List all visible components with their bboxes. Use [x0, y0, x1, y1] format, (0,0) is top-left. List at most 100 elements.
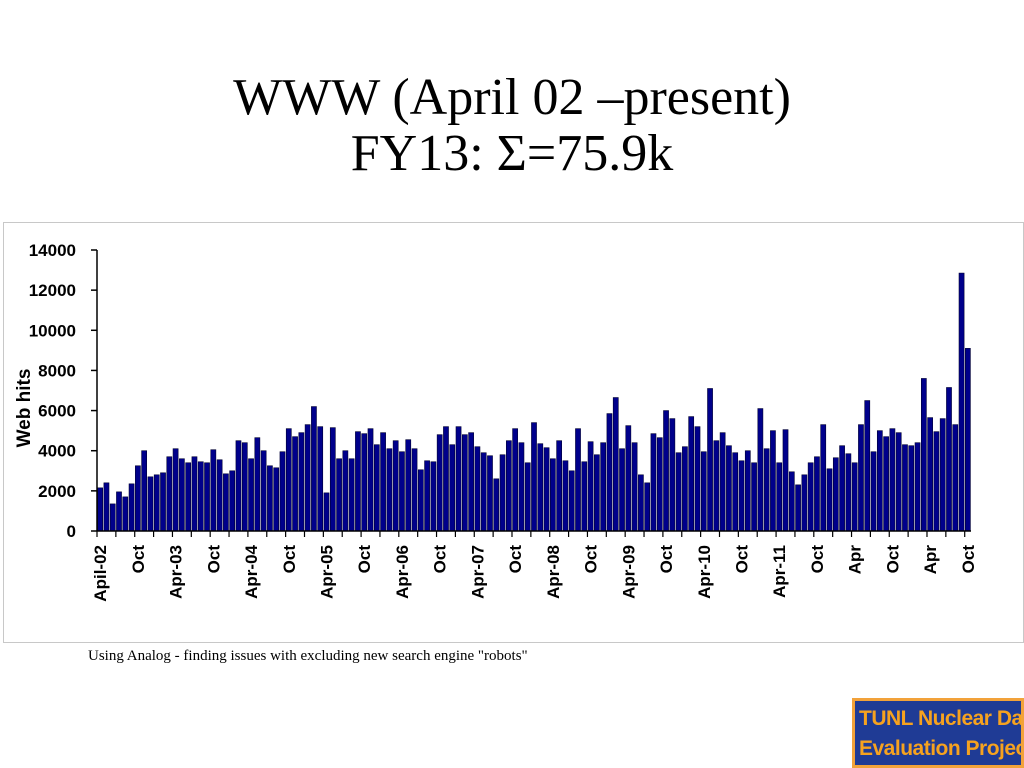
- bar-85: [631, 442, 638, 532]
- bar-81: [606, 413, 613, 532]
- bar-125: [883, 436, 889, 532]
- x-tick-label-21: Oct: [883, 545, 902, 574]
- bar-39: [342, 450, 349, 532]
- bar-101: [732, 452, 739, 532]
- bar-40: [348, 458, 355, 532]
- bar-37: [329, 427, 336, 532]
- bar-8: [147, 476, 154, 532]
- bar-38: [336, 458, 342, 532]
- bar-series: [97, 272, 971, 532]
- bar-75: [568, 470, 575, 532]
- bar-114: [814, 456, 820, 532]
- x-tick-label-0: Apil-02: [91, 545, 110, 602]
- y-axis-label: Web hits: [14, 369, 35, 448]
- bar-16: [197, 461, 204, 532]
- y-tick-label-2: 4000: [38, 442, 76, 461]
- bar-95: [694, 426, 701, 532]
- bar-107: [770, 430, 776, 532]
- bar-122: [864, 400, 871, 532]
- bar-134: [939, 418, 946, 532]
- bar-5: [128, 483, 135, 532]
- tunl-logo: TUNL Nuclear Data Evaluation Project: [852, 698, 1024, 768]
- bar-70: [537, 443, 544, 532]
- bar-88: [650, 433, 657, 532]
- bar-62: [487, 455, 493, 532]
- bar-106: [763, 448, 770, 532]
- bar-128: [902, 444, 908, 532]
- bar-66: [512, 428, 518, 532]
- bar-22: [235, 440, 242, 532]
- bar-19: [216, 459, 223, 532]
- bar-83: [619, 448, 625, 532]
- bar-87: [644, 482, 651, 532]
- bar-76: [575, 428, 581, 532]
- bar-41: [355, 431, 361, 532]
- bar-59: [468, 432, 474, 532]
- x-tick-label-6: Apr-05: [318, 545, 337, 599]
- bar-57: [455, 426, 462, 532]
- bar-72: [550, 458, 556, 532]
- x-tick-label-8: Apr-06: [393, 545, 412, 599]
- bar-109: [782, 429, 789, 532]
- bar-105: [757, 408, 764, 532]
- bar-79: [594, 454, 600, 532]
- bar-28: [273, 467, 280, 532]
- bar-104: [751, 462, 757, 532]
- bar-123: [870, 451, 877, 532]
- bar-100: [726, 445, 732, 532]
- bar-127: [895, 432, 902, 532]
- bar-33: [304, 424, 311, 532]
- bar-86: [638, 474, 644, 532]
- x-tick-label-7: Oct: [355, 545, 374, 574]
- bar-32: [298, 432, 305, 532]
- bar-61: [480, 452, 487, 532]
- bar-0: [97, 487, 103, 532]
- bar-98: [713, 440, 720, 532]
- slide-title: WWW (April 02 –present) FY13: Σ=75.9k: [0, 70, 1024, 182]
- bar-58: [461, 434, 468, 532]
- bar-68: [524, 462, 531, 532]
- bar-43: [367, 428, 374, 532]
- bar-96: [700, 451, 707, 532]
- bar-1: [103, 482, 110, 532]
- logo-line1: TUNL Nuclear Data: [859, 707, 1024, 730]
- y-tick-label-7: 14000: [29, 241, 76, 260]
- bar-108: [776, 462, 783, 532]
- bar-82: [612, 397, 619, 532]
- bar-34: [311, 406, 317, 532]
- y-tick-label-6: 12000: [29, 281, 76, 300]
- bar-132: [927, 417, 933, 532]
- x-tick-label-16: Apr-10: [695, 545, 714, 599]
- bar-77: [581, 461, 588, 532]
- bar-130: [914, 442, 921, 532]
- bar-135: [946, 387, 952, 532]
- bar-47: [392, 440, 399, 532]
- bar-29: [279, 451, 286, 532]
- bar-7: [141, 450, 148, 532]
- x-tick-label-23: Oct: [959, 545, 978, 574]
- bar-137: [958, 272, 965, 532]
- bar-54: [436, 434, 443, 532]
- x-tick-label-9: Oct: [431, 545, 450, 574]
- bar-10: [160, 472, 166, 532]
- x-tick-label-22: Apr: [921, 545, 940, 575]
- bar-73: [556, 440, 562, 532]
- bar-74: [562, 460, 569, 532]
- bar-97: [707, 388, 713, 532]
- y-tick-label-0: 0: [67, 522, 76, 541]
- slide-title-line2: FY13: Σ=75.9k: [350, 125, 674, 182]
- bar-136: [952, 424, 959, 532]
- bar-26: [260, 450, 267, 532]
- bar-52: [424, 460, 430, 532]
- bar-102: [738, 460, 745, 532]
- bar-78: [587, 441, 594, 532]
- x-tick-label-2: Apr-03: [167, 545, 186, 599]
- x-tick-label-13: Oct: [582, 545, 601, 574]
- bar-117: [832, 457, 839, 532]
- x-tick-label-20: Apr: [846, 545, 865, 575]
- caption: Using Analog - finding issues with exclu…: [88, 648, 528, 664]
- bar-119: [845, 453, 852, 532]
- bar-99: [719, 432, 726, 532]
- x-tick-label-15: Oct: [657, 545, 676, 574]
- bar-11: [166, 456, 173, 532]
